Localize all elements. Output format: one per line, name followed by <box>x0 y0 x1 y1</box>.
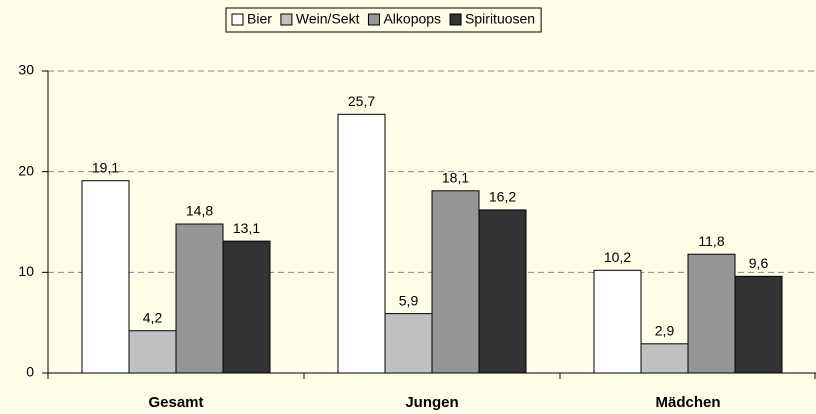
bar <box>222 240 271 374</box>
value-label: 10,2 <box>604 249 631 265</box>
bar <box>384 313 433 374</box>
bar <box>687 253 736 374</box>
legend-swatch <box>449 13 462 26</box>
x-tick-label: Mädchen <box>655 394 720 411</box>
value-label: 25,7 <box>348 93 375 109</box>
bar <box>478 209 527 374</box>
y-tick-label: 30 <box>18 62 34 78</box>
value-label: 2,9 <box>655 323 675 339</box>
bar <box>734 275 783 374</box>
value-label: 18,1 <box>442 169 469 185</box>
y-tick-label: 0 <box>26 364 34 380</box>
x-tick-label: Jungen <box>405 394 458 411</box>
value-label: 11,8 <box>698 233 724 249</box>
legend-swatch <box>231 13 244 26</box>
value-label: 5,9 <box>399 292 419 308</box>
bar <box>175 223 224 374</box>
legend-label: Spirituosen <box>465 11 535 27</box>
bar <box>337 113 386 374</box>
y-tick-label: 20 <box>18 162 34 178</box>
value-label: 14,8 <box>186 203 213 219</box>
legend-swatch <box>280 13 293 26</box>
y-tick-label: 10 <box>18 263 34 279</box>
bar <box>640 343 689 374</box>
value-label: 13,1 <box>233 220 260 236</box>
value-label: 16,2 <box>489 189 516 205</box>
bar <box>81 180 130 374</box>
value-label: 9,6 <box>749 255 769 271</box>
bar <box>128 330 177 374</box>
value-label: 19,1 <box>92 159 119 175</box>
bar <box>593 269 642 374</box>
legend-label: Wein/Sekt <box>296 11 360 27</box>
x-tick-label: Gesamt <box>148 394 203 411</box>
value-label: 4,2 <box>143 309 163 325</box>
legend-swatch <box>367 13 380 26</box>
bar <box>431 190 480 374</box>
legend-label: Bier <box>247 11 272 27</box>
legend-label: Alkopops <box>383 11 441 27</box>
legend-box <box>225 7 542 33</box>
